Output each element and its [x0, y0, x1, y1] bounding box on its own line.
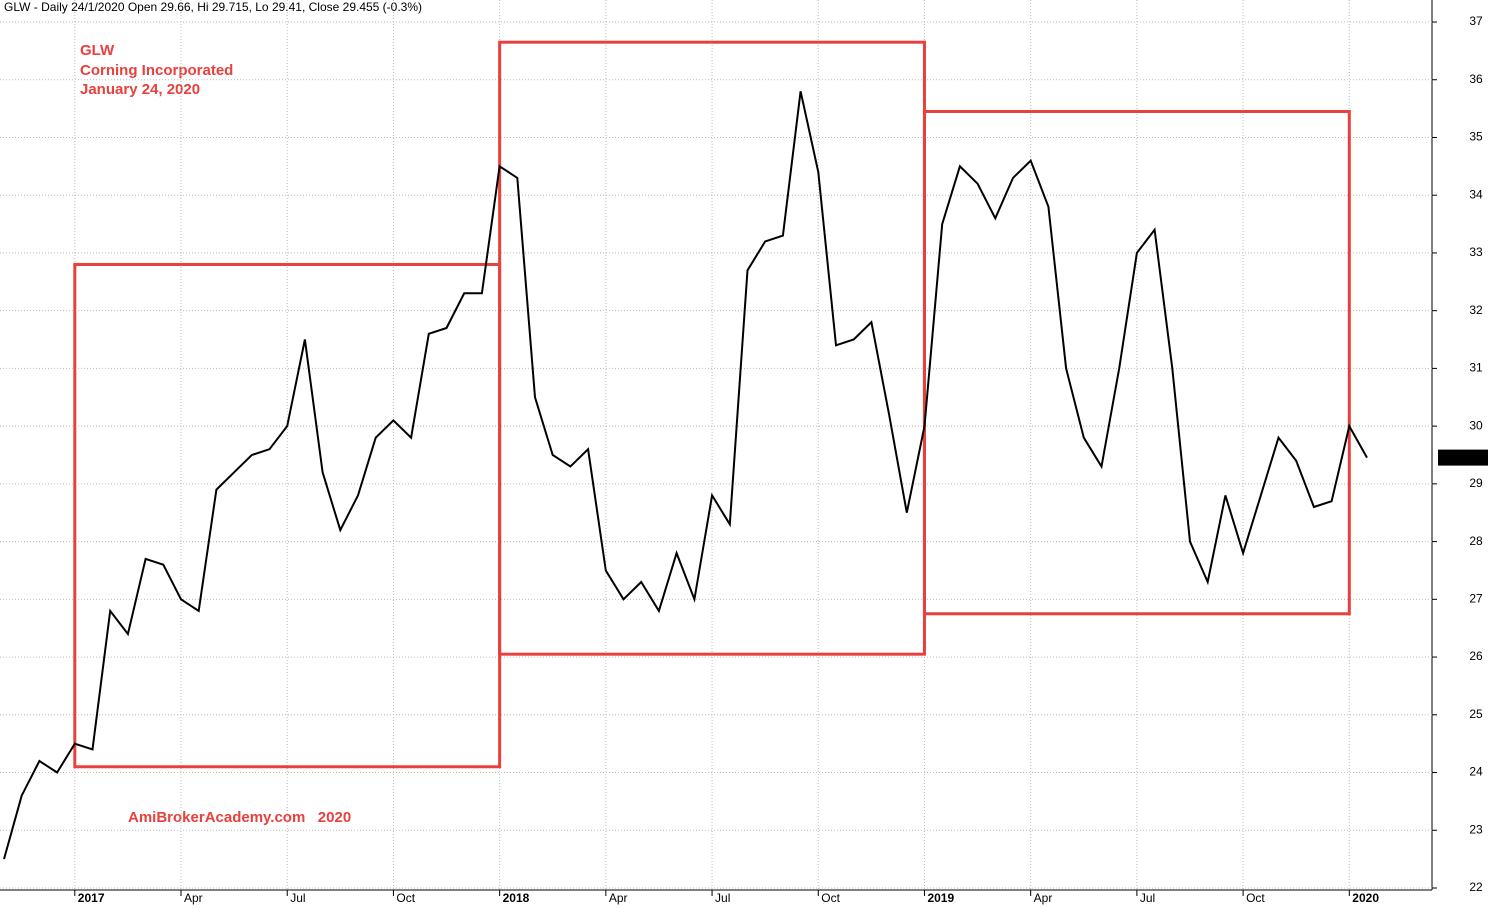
y-tick-label: 22 — [1469, 880, 1483, 894]
y-tick-label: 34 — [1469, 187, 1483, 201]
y-tick-label: 31 — [1469, 361, 1483, 375]
watermark: AmiBrokerAcademy.com 2020 — [128, 809, 351, 826]
x-tick-label: Oct — [821, 891, 840, 905]
x-tick-label: Oct — [1246, 891, 1265, 905]
x-tick-label: 2018 — [503, 891, 530, 905]
y-tick-label: 24 — [1469, 765, 1483, 779]
y-tick-label: 29 — [1469, 476, 1483, 490]
x-tick-label: Apr — [1034, 891, 1053, 905]
x-tick-label: Jul — [715, 891, 730, 905]
y-tick-label: 28 — [1469, 534, 1483, 548]
x-tick-label: 2019 — [927, 891, 954, 905]
last-price-box — [1438, 449, 1488, 466]
y-tick-label: 25 — [1469, 707, 1483, 721]
x-tick-label: Jul — [1140, 891, 1155, 905]
y-tick-label: 37 — [1469, 14, 1483, 28]
y-tick-label: 32 — [1469, 303, 1483, 317]
annotation: Corning Incorporated — [80, 62, 233, 79]
price-line — [3, 91, 1368, 860]
x-tick-label: 2017 — [78, 891, 105, 905]
y-tick-label: 35 — [1469, 130, 1483, 144]
y-tick-label: 33 — [1469, 245, 1483, 259]
x-tick-label: Jul — [290, 891, 305, 905]
x-tick-label: Apr — [609, 891, 628, 905]
x-tick-label: Apr — [184, 891, 203, 905]
annotation: January 24, 2020 — [80, 81, 200, 98]
chart-header: GLW - Daily 24/1/2020 Open 29.66, Hi 29.… — [4, 0, 422, 14]
x-tick-label: 2020 — [1352, 891, 1379, 905]
last-price-label: 29.455 — [1445, 450, 1482, 464]
y-tick-label: 23 — [1469, 822, 1483, 836]
x-tick-label: Oct — [396, 891, 415, 905]
annotation: GLW — [80, 42, 115, 59]
y-tick-label: 36 — [1469, 72, 1483, 86]
y-tick-label: 26 — [1469, 649, 1483, 663]
y-tick-label: 30 — [1469, 418, 1483, 432]
range-box — [922, 109, 1351, 616]
y-tick-label: 27 — [1469, 592, 1483, 606]
